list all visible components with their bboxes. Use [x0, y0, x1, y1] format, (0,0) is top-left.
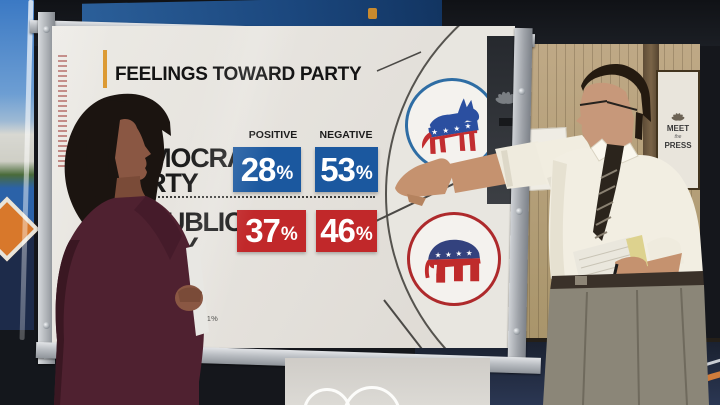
board-lower-panel	[285, 358, 490, 405]
donkey-icon: ★ ★ ★ ★	[422, 98, 480, 154]
row-divider-dotted	[135, 196, 375, 198]
democratic-negative-value: 53%	[315, 147, 378, 192]
anchor-woman-silhouette	[54, 93, 209, 405]
svg-text:★: ★	[465, 122, 472, 131]
anchor-man-silhouette	[395, 64, 709, 405]
nbc-peacock-icon	[671, 112, 685, 121]
studio-light	[368, 8, 377, 19]
democratic-positive-value: 28%	[233, 147, 301, 192]
frame-bolt	[43, 322, 50, 329]
board-title: FEELINGS TOWARD PARTY	[115, 64, 362, 85]
republican-negative-value: 46%	[316, 210, 377, 252]
republican-positive-value: 37%	[237, 210, 306, 252]
svg-text:★: ★	[455, 249, 462, 258]
svg-text:★: ★	[442, 126, 449, 135]
nbc-peacock-logo	[495, 91, 515, 104]
column-header-negative: NEGATIVE	[319, 129, 373, 141]
svg-text:★: ★	[431, 128, 438, 137]
board-frame-left	[38, 12, 55, 364]
decorative-circle	[303, 388, 351, 405]
elephant-icon: ★ ★ ★ ★	[424, 239, 481, 283]
title-accent-bar	[103, 50, 107, 88]
svg-text:★: ★	[466, 248, 473, 257]
republican-elephant-logo: ★ ★ ★ ★	[407, 212, 501, 306]
svg-text:★: ★	[435, 251, 442, 260]
svg-text:★: ★	[445, 250, 452, 259]
board-tag	[499, 118, 515, 126]
fine-print-strip	[58, 55, 67, 167]
svg-text:★: ★	[453, 124, 460, 133]
frame-bolt	[43, 26, 50, 33]
column-header-positive: POSITIVE	[248, 129, 298, 141]
